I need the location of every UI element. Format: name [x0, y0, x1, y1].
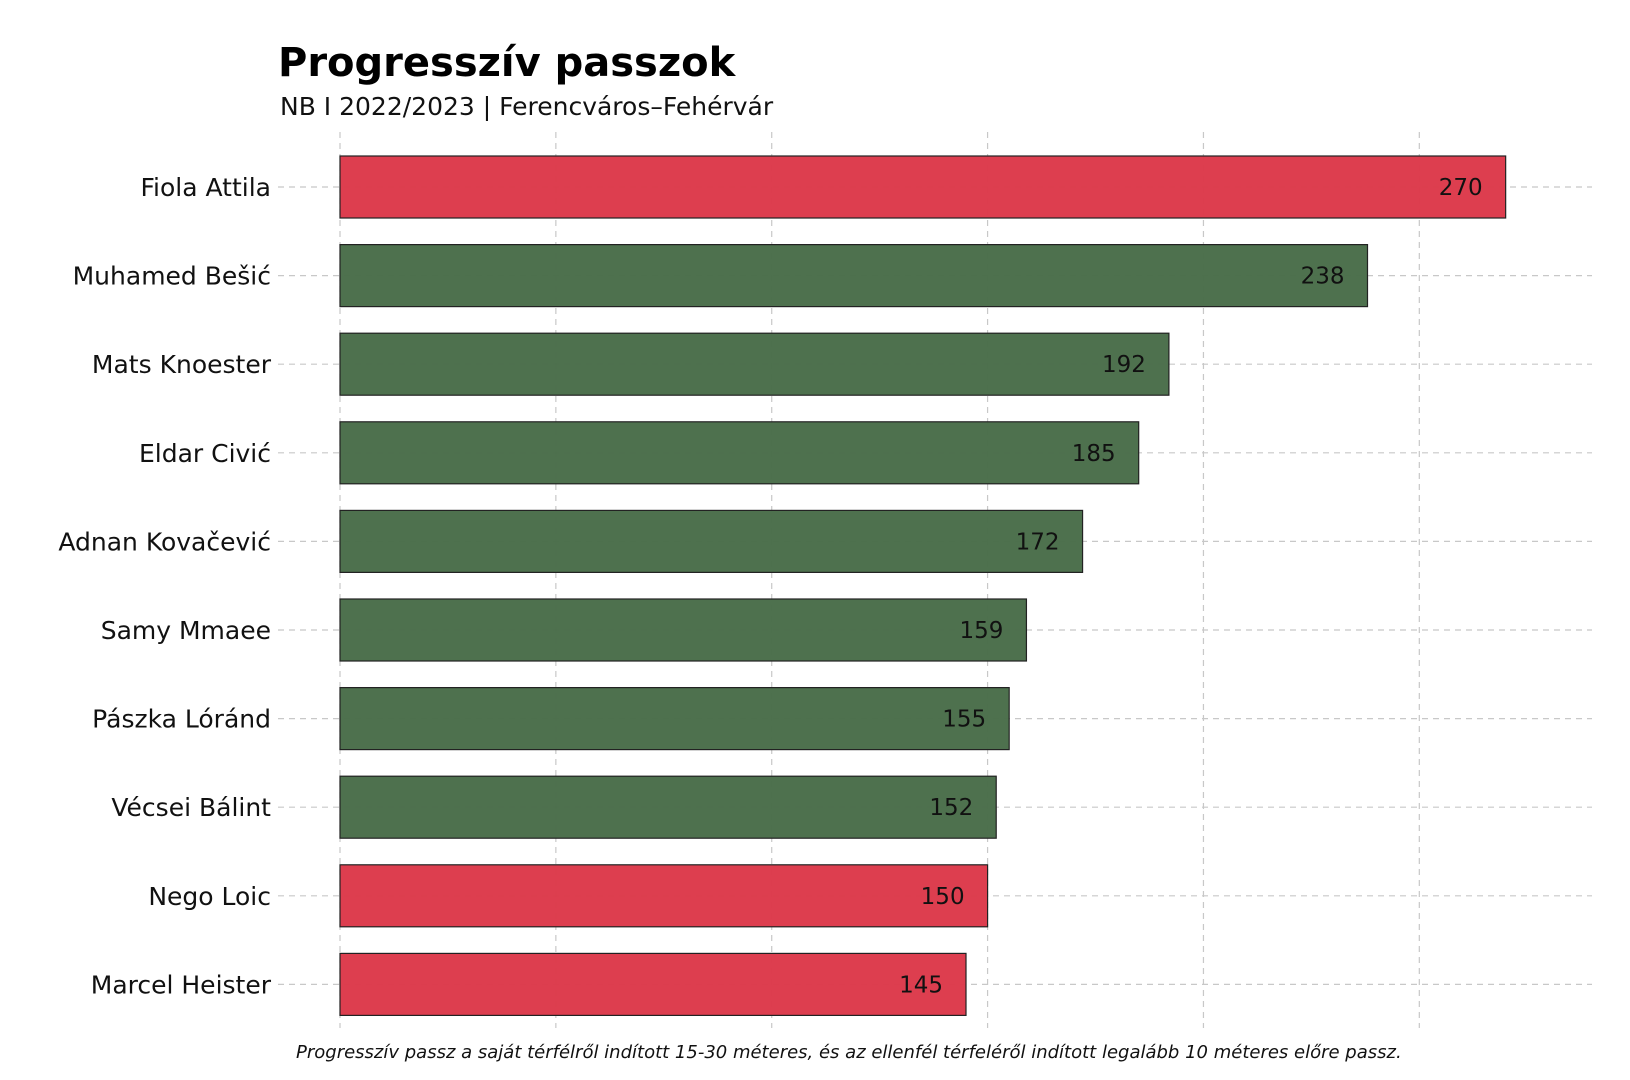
bar-value-label: 172: [1016, 529, 1060, 555]
bar: [339, 332, 1170, 396]
category-label: Vécsei Bálint: [111, 793, 271, 822]
bar: [339, 598, 1028, 662]
bar: [339, 509, 1084, 573]
bar-value-label: 155: [942, 707, 986, 733]
bar-value-label: 159: [960, 618, 1004, 644]
bar-value-label: 192: [1102, 352, 1146, 378]
bar: [339, 952, 967, 1017]
chart-caption: Progresszív passz a saját térfélről indí…: [296, 1042, 1402, 1063]
chart-subtitle: NB I 2022/2023 | Ferencváros–Fehérvár: [280, 92, 774, 121]
bar-value-label: 150: [921, 884, 965, 910]
category-label: Adnan Kovačević: [58, 527, 271, 556]
bar: [339, 244, 1369, 308]
category-label: Muhamed Bešić: [73, 262, 271, 291]
category-label: Mats Knoester: [92, 350, 272, 379]
bar-value-label: 152: [929, 795, 973, 821]
category-label: Pászka Lóránd: [92, 705, 271, 734]
category-label: Fiola Attila: [141, 173, 272, 202]
category-label: Eldar Civić: [139, 439, 271, 468]
bar: [339, 155, 1507, 219]
category-label: Samy Mmaee: [101, 616, 271, 645]
bar-value-label: 145: [899, 972, 943, 998]
bar: [339, 864, 989, 928]
category-label: Marcel Heister: [91, 970, 272, 999]
bar: [339, 421, 1140, 485]
bar: [339, 686, 1010, 751]
category-label: Nego Loic: [148, 882, 271, 911]
bar-value-label: 185: [1072, 441, 1116, 467]
bar-value-label: 270: [1439, 175, 1483, 201]
bar: [339, 775, 997, 839]
chart-title: Progresszív passzok: [278, 40, 736, 86]
bar-value-label: 238: [1301, 264, 1345, 290]
